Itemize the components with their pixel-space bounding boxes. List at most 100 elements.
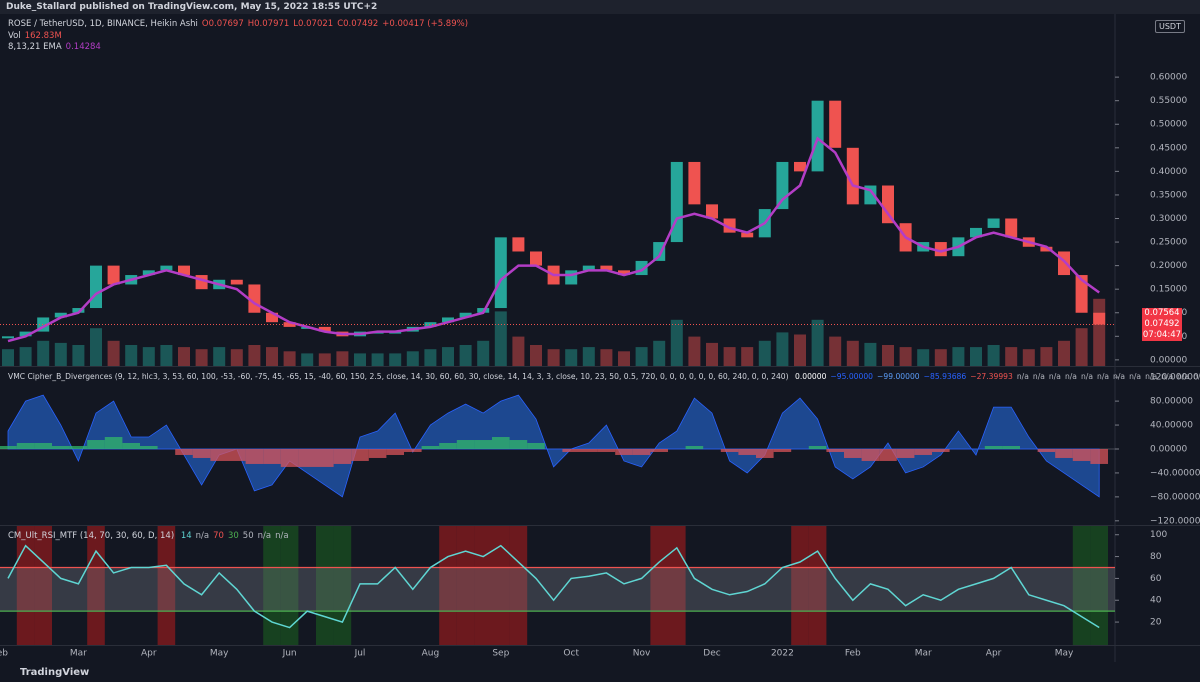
y-tick-label: 0.20000: [1150, 261, 1187, 271]
oscillator-value: n/a: [1097, 372, 1110, 381]
money-flow: [597, 448, 616, 452]
candle: [459, 312, 472, 318]
y-tick-label: 0.30000: [1150, 214, 1187, 224]
volume-bar: [635, 347, 648, 366]
volume-bar: [283, 351, 296, 366]
volume-bar: [1093, 298, 1106, 366]
money-flow: [351, 448, 369, 461]
candle: [512, 237, 525, 252]
money-flow: [192, 448, 211, 458]
footer-logo[interactable]: TradingView: [20, 667, 90, 678]
overbought-zone: [34, 526, 52, 645]
volume-bar: [459, 345, 472, 366]
volume-bar: [195, 349, 208, 366]
candle: [846, 147, 859, 205]
volume-bar: [248, 345, 261, 366]
x-tick-label: Jul: [354, 649, 366, 659]
money-flow: [69, 446, 88, 449]
oscillator-value: n/a: [1161, 372, 1174, 381]
x-tick-label: Oct: [563, 649, 579, 659]
money-flow: [228, 448, 246, 461]
volume-bar: [970, 347, 982, 366]
oscillator-value: −27.39993: [970, 372, 1013, 381]
volume-bar: [688, 336, 701, 366]
money-flow: [368, 448, 387, 458]
volume-bar: [530, 345, 542, 366]
candle: [107, 265, 120, 285]
overbought-zone: [650, 526, 668, 645]
oscillator-value: n/a: [1145, 372, 1158, 381]
candle: [706, 204, 718, 219]
money-flow: [580, 448, 598, 452]
candle: [741, 232, 754, 238]
money-flow: [140, 446, 158, 449]
oscillator-value: −99.00000: [877, 372, 920, 381]
y-tick-label: 0.00000: [1150, 444, 1187, 454]
money-flow: [16, 443, 35, 449]
y-tick-label: 40.00000: [1150, 421, 1193, 431]
y-tick-label: 20: [1150, 618, 1162, 628]
oscillator-value: n/a: [1129, 372, 1142, 381]
countdown-tag: 07:04:47: [1142, 330, 1182, 341]
money-flow: [52, 446, 70, 449]
candle: [582, 265, 595, 271]
money-flow: [333, 448, 352, 464]
money-flow: [650, 448, 668, 452]
candle: [283, 322, 296, 327]
x-tick-label: Sep: [492, 649, 509, 659]
volume-bar: [230, 349, 243, 366]
ohlc-value: +0.00417 (+5.89%): [382, 19, 469, 29]
volume-bar: [582, 347, 595, 366]
volume-bar: [72, 345, 85, 366]
money-flow: [474, 440, 492, 449]
volume-bar: [758, 340, 771, 366]
overbought-zone: [157, 526, 176, 645]
candle: [160, 265, 173, 271]
candle: [442, 317, 454, 323]
money-flow: [527, 443, 545, 449]
candle: [794, 161, 806, 172]
volume-bar: [90, 328, 102, 366]
rsi-value: n/a: [257, 531, 272, 541]
candle: [829, 100, 842, 148]
money-flow: [685, 446, 704, 449]
volume-bar: [811, 319, 824, 366]
oscillator-value: n/a: [1080, 372, 1093, 381]
money-flow: [808, 446, 827, 449]
oscillator-value: −85.93686: [923, 372, 967, 381]
volume-bar: [952, 347, 965, 366]
publish-info: Duke_Stallard published on TradingView.c…: [0, 0, 1200, 14]
candle: [776, 161, 789, 210]
volume-bar: [829, 336, 842, 366]
x-tick-label: Dec: [703, 649, 720, 659]
candle: [494, 237, 507, 309]
candle: [2, 336, 14, 339]
money-flow: [932, 448, 950, 452]
rsi-line: [7, 544, 1100, 629]
candle: [1058, 251, 1070, 276]
y-tick-label: −80.00000: [1150, 492, 1200, 502]
money-flow: [914, 448, 932, 455]
currency-label[interactable]: USDT: [1155, 20, 1185, 33]
rsi-value: n/a: [275, 531, 289, 541]
volume-value: 162.83M: [24, 31, 62, 41]
volume-bar: [776, 332, 789, 366]
volume-bar: [864, 342, 877, 366]
money-flow: [632, 448, 651, 455]
candle: [72, 308, 85, 313]
candle: [882, 185, 894, 224]
x-tick-label: Jun: [282, 649, 297, 659]
y-tick-label: 0.25000: [1150, 238, 1187, 248]
candle: [565, 270, 578, 285]
oscillator-value: −95.00000: [830, 372, 874, 381]
money-flow: [984, 446, 1003, 449]
money-flow: [280, 448, 299, 467]
volume-bar: [1040, 347, 1053, 366]
money-flow: [756, 448, 774, 458]
rsi-legend: CM_Ult_RSI_MTF (14, 70, 30, 60, D, 14) 1…: [8, 531, 293, 541]
money-flow: [738, 448, 756, 455]
candle: [970, 227, 982, 238]
volume-bar: [266, 347, 278, 366]
oversold-zone: [333, 526, 352, 645]
price-legend: ROSE / TetherUSD, 1D, BINANCE, Heikin As…: [8, 19, 476, 29]
